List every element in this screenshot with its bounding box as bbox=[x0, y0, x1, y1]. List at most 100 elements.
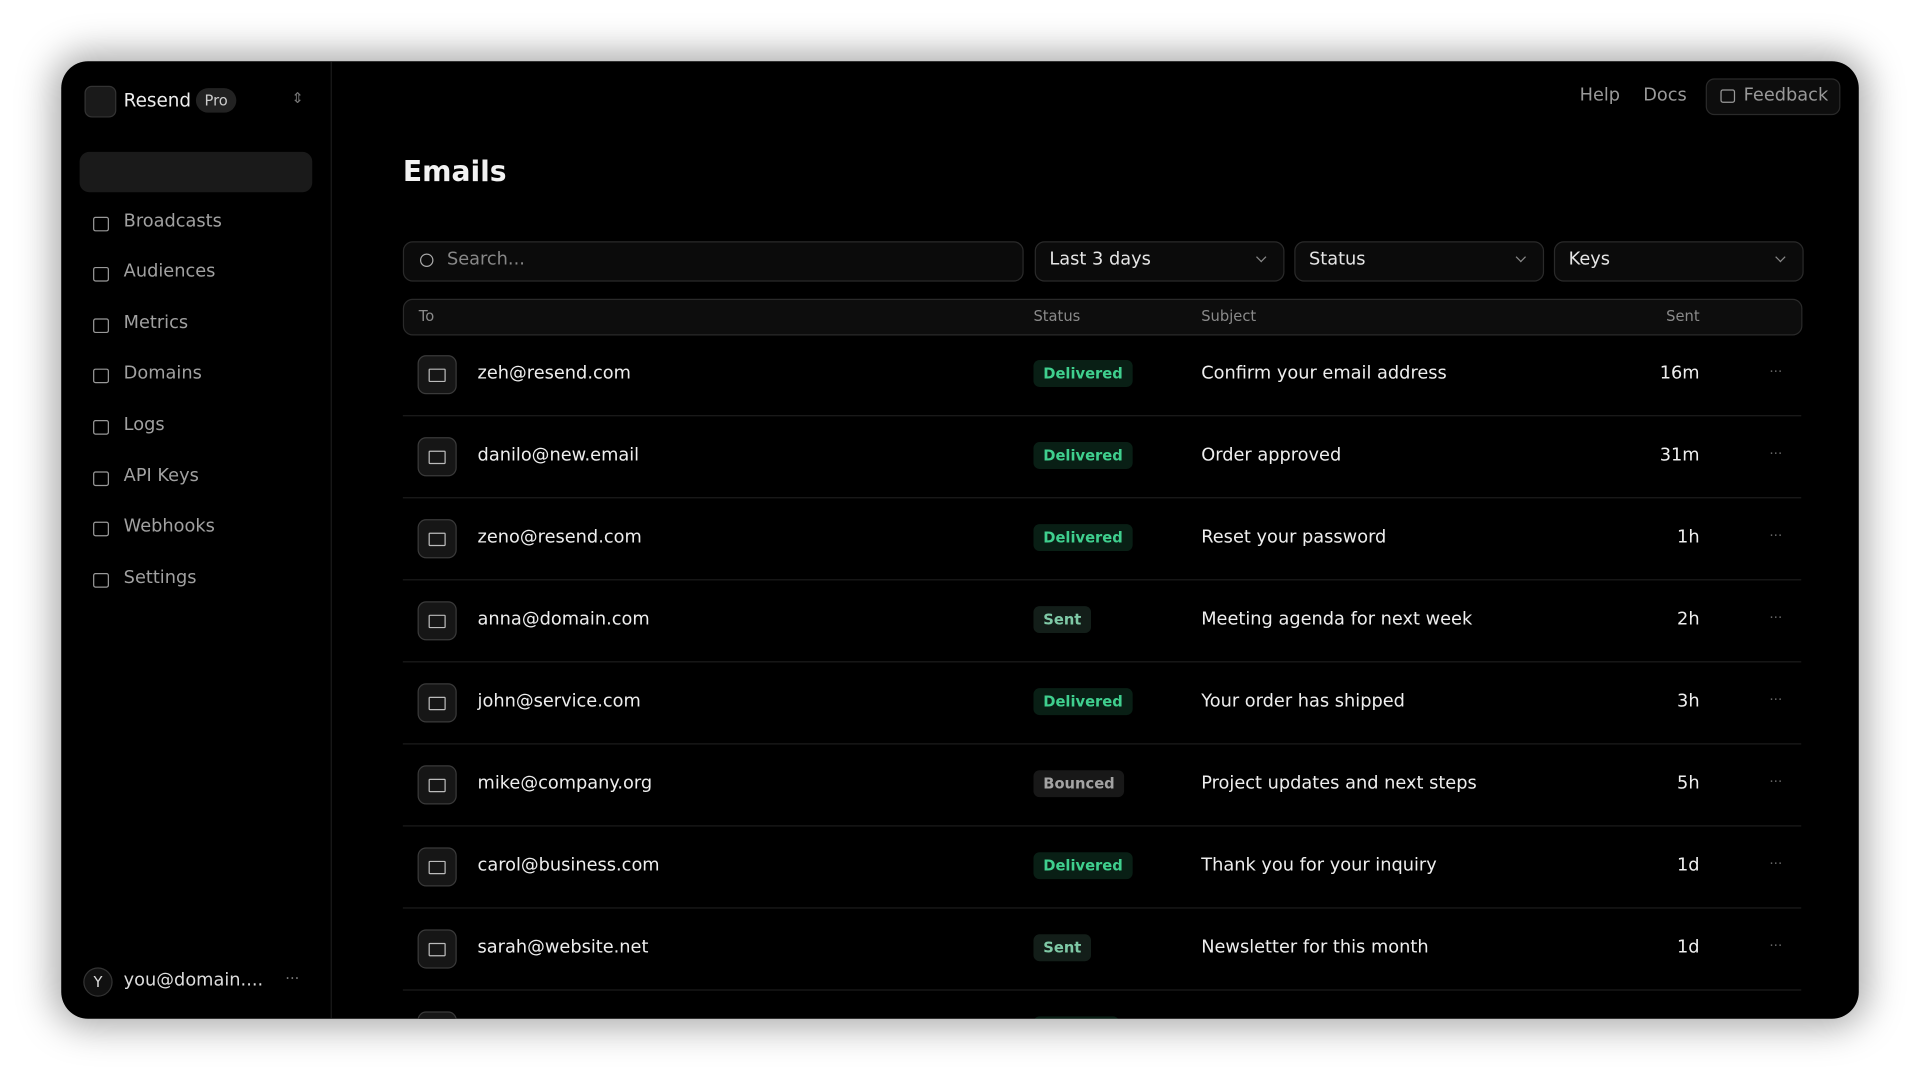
row-menu[interactable]: ··· bbox=[1769, 855, 1783, 872]
nav-item[interactable]: Settings bbox=[123, 567, 197, 588]
plan-badge: Pro bbox=[195, 88, 237, 113]
feedback-label: Feedback bbox=[1743, 85, 1829, 106]
row-icon bbox=[417, 683, 457, 723]
envelope bbox=[428, 696, 446, 711]
sidebar: Resend Pro ⇕ EmailsBroadcastsAudiencesMe… bbox=[61, 61, 332, 1019]
sent-time: 31m bbox=[1659, 445, 1700, 466]
recipient[interactable]: anna@domain.com bbox=[477, 609, 650, 630]
recipient[interactable]: sarah@website.net bbox=[477, 937, 649, 958]
header-link[interactable]: Docs bbox=[1643, 85, 1687, 106]
subject[interactable]: Thank you for your inquiry bbox=[1201, 855, 1437, 876]
feedback-icon bbox=[1720, 89, 1736, 103]
nav-item[interactable]: Logs bbox=[123, 415, 165, 435]
search-input-text: Search... bbox=[446, 249, 525, 270]
envelope bbox=[428, 942, 446, 957]
sent-time: 16m bbox=[1659, 363, 1700, 384]
header-link[interactable]: Help bbox=[1579, 85, 1621, 106]
sent-time: 1d bbox=[1677, 937, 1700, 958]
sent-time: 5h bbox=[1677, 773, 1700, 794]
subject[interactable]: Reset your password bbox=[1201, 527, 1387, 548]
search-input[interactable] bbox=[402, 241, 1024, 282]
status-badge: Delivered bbox=[1033, 360, 1133, 387]
status-badge: Delivered bbox=[1033, 852, 1133, 880]
recipient[interactable]: carol@business.com bbox=[477, 855, 660, 876]
subject[interactable]: Project updates and next steps bbox=[1201, 773, 1477, 794]
subject[interactable]: Order approved bbox=[1201, 445, 1342, 466]
row-menu[interactable]: ··· bbox=[1769, 773, 1783, 790]
nav-item[interactable]: Broadcasts bbox=[123, 211, 222, 231]
envelope bbox=[428, 368, 446, 383]
user-email[interactable]: you@domain.... bbox=[123, 971, 264, 991]
page-title: Emails bbox=[402, 156, 507, 189]
envelope bbox=[428, 450, 446, 465]
row-menu[interactable]: ··· bbox=[1769, 691, 1783, 708]
row-divider bbox=[402, 907, 1802, 909]
row-icon bbox=[417, 847, 457, 887]
status-badge: Sent bbox=[1033, 934, 1092, 962]
row-menu[interactable]: ··· bbox=[1769, 609, 1783, 626]
row-divider bbox=[402, 415, 1802, 417]
avatar: Y bbox=[83, 967, 113, 997]
switcher-icon[interactable]: ⇕ bbox=[291, 89, 304, 107]
subject[interactable]: Meeting agenda for next week bbox=[1201, 609, 1473, 630]
row-divider bbox=[402, 661, 1802, 663]
nav-icon bbox=[93, 521, 109, 537]
status-badge: Bounced bbox=[1033, 770, 1125, 798]
table-header bbox=[402, 298, 1803, 336]
keys-filter[interactable] bbox=[1553, 241, 1804, 282]
row-icon bbox=[417, 929, 457, 969]
recipient[interactable]: mike@company.org bbox=[477, 773, 653, 794]
row-menu[interactable]: ··· bbox=[1769, 527, 1783, 544]
envelope bbox=[428, 778, 446, 793]
nav-item[interactable]: Metrics bbox=[123, 313, 189, 333]
status-badge: Delivered bbox=[1033, 442, 1133, 469]
nav-item[interactable]: Domains bbox=[123, 364, 202, 384]
recipient[interactable]: danilo@new.email bbox=[477, 445, 640, 466]
row-icon bbox=[417, 519, 457, 559]
column-header: Sent bbox=[1666, 307, 1700, 325]
status-filter[interactable] bbox=[1294, 241, 1545, 282]
row-divider bbox=[402, 497, 1802, 499]
nav-item[interactable]: Audiences bbox=[123, 262, 216, 282]
recipient[interactable]: zeh@resend.com bbox=[477, 363, 631, 384]
nav-icon bbox=[93, 420, 109, 435]
feedback-button[interactable] bbox=[1705, 78, 1841, 116]
status-badge: Sent bbox=[1033, 606, 1092, 634]
row-menu[interactable]: ··· bbox=[1769, 363, 1783, 380]
nav-icon bbox=[93, 267, 109, 282]
column-header: Subject bbox=[1201, 307, 1257, 325]
row-icon bbox=[417, 437, 457, 477]
date-filter[interactable] bbox=[1034, 241, 1285, 282]
row-icon bbox=[417, 1011, 457, 1019]
row-menu[interactable]: ··· bbox=[1769, 937, 1783, 954]
row-divider bbox=[402, 825, 1802, 827]
nav-icon bbox=[93, 470, 109, 486]
sent-time: 1d bbox=[1677, 855, 1700, 876]
subject[interactable]: Confirm your email address bbox=[1201, 363, 1447, 384]
recipient[interactable]: zeno@resend.com bbox=[477, 527, 642, 548]
user-menu[interactable]: ··· bbox=[285, 969, 300, 987]
row-menu[interactable]: ··· bbox=[1769, 445, 1783, 462]
row-icon bbox=[417, 765, 457, 805]
brand: Resend bbox=[123, 89, 192, 112]
recipient[interactable]: john@service.com bbox=[477, 691, 641, 712]
nav-item[interactable]: Webhooks bbox=[123, 516, 215, 537]
envelope bbox=[428, 532, 446, 547]
nav-icon bbox=[93, 572, 109, 588]
column-header: To bbox=[418, 307, 435, 325]
status-badge: Delivered bbox=[1033, 524, 1133, 552]
row-divider bbox=[402, 989, 1802, 991]
envelope bbox=[428, 860, 446, 875]
keys-filter-text: Keys bbox=[1568, 249, 1611, 270]
row-divider bbox=[402, 579, 1802, 581]
sent-time: 2h bbox=[1677, 609, 1700, 630]
subject[interactable]: Newsletter for this month bbox=[1201, 937, 1429, 958]
nav-icon bbox=[93, 216, 109, 231]
nav-item[interactable]: API Keys bbox=[123, 466, 199, 486]
subject[interactable]: Your order has shipped bbox=[1201, 691, 1405, 712]
app-window: Resend Pro ⇕ Emails Broadcasts Audiences Me… bbox=[61, 61, 1859, 1019]
sent-time: 1h bbox=[1677, 527, 1700, 548]
nav-active bbox=[79, 151, 313, 193]
row-divider bbox=[402, 743, 1802, 745]
